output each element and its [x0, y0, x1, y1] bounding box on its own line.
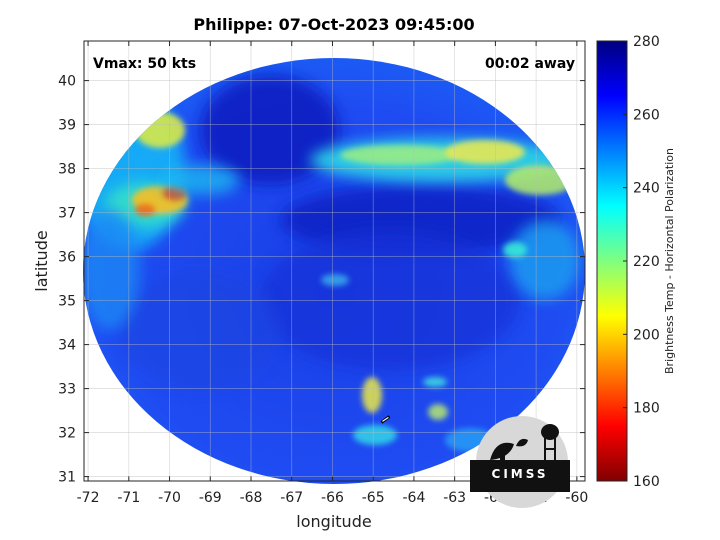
logo-text: CIMSS	[492, 467, 549, 481]
cimss-logo: CIMSS	[470, 416, 570, 508]
colorbar-tick-label: 220	[633, 254, 660, 270]
x-tick-label: -71	[117, 490, 140, 506]
storm-center-marker	[380, 415, 391, 424]
time-offset-annotation: 00:02 away	[485, 56, 575, 72]
vmax-annotation: Vmax: 50 kts	[93, 56, 196, 72]
chart-title: Philippe: 07-Oct-2023 09:45:00	[193, 15, 474, 34]
colorbar-label: Brightness Temp - Horizontal Polarizatio…	[663, 148, 676, 374]
x-tick-label: -69	[199, 490, 222, 506]
y-tick-label: 36	[58, 250, 76, 266]
x-tick-label: -67	[280, 490, 303, 506]
y-tick-label: 37	[58, 206, 76, 222]
y-tick-label: 35	[58, 294, 76, 310]
x-tick-label: -72	[77, 490, 100, 506]
y-tick-label: 31	[58, 470, 76, 486]
colorbar-tick-label: 180	[633, 401, 660, 417]
colorbar-tick-label: 200	[633, 327, 660, 343]
axes-frame	[83, 40, 586, 482]
y-tick-label: 33	[58, 382, 76, 398]
y-tick-labels: 31 32 33 34 35 36 37 38 39 40	[58, 74, 76, 486]
x-tick-label: -66	[321, 490, 344, 506]
colorbar: 280 260 240 220 200 180 160 Brightness Temp - …	[596, 34, 676, 490]
x-tick-label: -60	[565, 490, 588, 506]
y-axis-label: latitude	[32, 230, 51, 291]
y-tick-label: 39	[58, 118, 76, 134]
y-tick-label: 34	[58, 338, 76, 354]
colorbar-tick-label: 240	[633, 181, 660, 197]
y-tick-label: 38	[58, 162, 76, 178]
x-tick-label: -68	[240, 490, 263, 506]
y-tick-label: 40	[58, 74, 76, 90]
x-tick-label: -63	[443, 490, 466, 506]
colorbar-ticks: 280 260 240 220 200 180 160	[623, 34, 660, 490]
colorbar-tick-label: 280	[633, 34, 660, 50]
y-tick-label: 32	[58, 426, 76, 442]
colorbar-tick-label: 260	[633, 107, 660, 123]
colorbar-tick-label: 160	[633, 474, 660, 490]
colorbar-gradient	[596, 40, 628, 482]
x-tick-label: -65	[362, 490, 385, 506]
x-tick-label: -70	[158, 490, 181, 506]
storm-center-glyph-inner	[382, 416, 389, 422]
x-tick-label: -64	[402, 490, 425, 506]
x-axis-label: longitude	[296, 512, 371, 531]
